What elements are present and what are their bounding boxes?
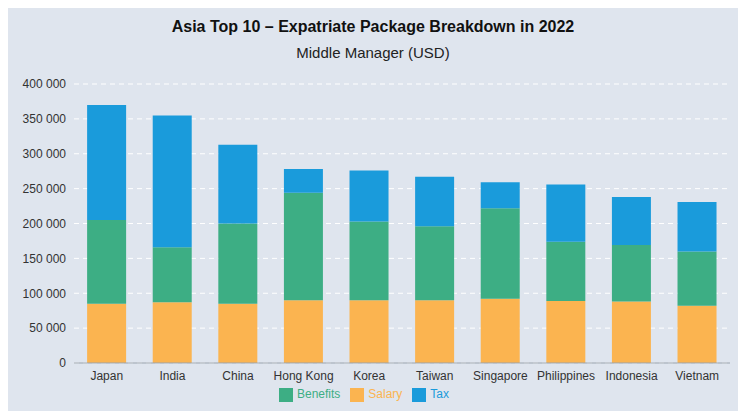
svg-text:Philippines: Philippines	[537, 369, 595, 383]
svg-text:Hong Kong: Hong Kong	[274, 369, 334, 383]
svg-text:Indonesia: Indonesia	[606, 369, 658, 383]
svg-text:Vietnam: Vietnam	[675, 369, 719, 383]
svg-text:400 000: 400 000	[23, 77, 67, 91]
svg-text:Singapore: Singapore	[473, 369, 528, 383]
svg-text:China: China	[222, 369, 254, 383]
svg-text:0: 0	[59, 356, 66, 370]
html-text:Asia Top 10 – Expatriate Packa: Asia Top 10 – Expatriate Package Breakdo…	[171, 18, 575, 35]
svg-text:300 000: 300 000	[23, 147, 67, 161]
html-text:Middle Manager (USD): Middle Manager (USD)	[296, 44, 450, 61]
svg-text:250 000: 250 000	[23, 182, 67, 196]
svg-text:50 000: 50 000	[29, 321, 66, 335]
svg-text:200 000: 200 000	[23, 217, 67, 231]
svg-text:India: India	[159, 369, 185, 383]
svg-text:Japan: Japan	[90, 369, 123, 383]
svg-text:150 000: 150 000	[23, 252, 67, 266]
svg-text:Korea: Korea	[353, 369, 385, 383]
html-text:Salary: Salary	[368, 387, 403, 401]
html-text:Tax: Tax	[430, 387, 449, 401]
html-text:Benefits: Benefits	[297, 387, 341, 401]
svg-text:350 000: 350 000	[23, 112, 67, 126]
svg-text:Taiwan: Taiwan	[416, 369, 453, 383]
svg-text:100 000: 100 000	[23, 287, 67, 301]
